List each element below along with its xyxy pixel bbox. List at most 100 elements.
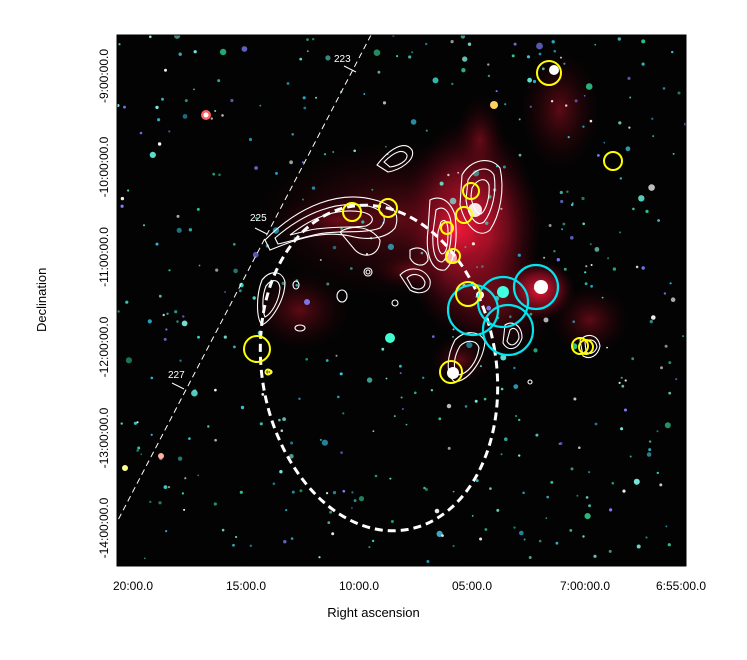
star (563, 267, 567, 271)
star (221, 528, 225, 532)
star (252, 251, 259, 258)
star (120, 196, 125, 201)
star (538, 539, 542, 543)
star (452, 544, 455, 548)
star (621, 384, 625, 388)
star (618, 381, 621, 384)
star (158, 501, 162, 505)
star (422, 376, 425, 379)
yellow-marker (378, 198, 398, 218)
star (487, 63, 490, 66)
star (565, 104, 568, 107)
star (526, 55, 531, 59)
star (585, 265, 588, 268)
star (638, 195, 645, 202)
star (532, 79, 537, 84)
star (606, 346, 608, 349)
star (319, 259, 322, 261)
star (518, 418, 521, 422)
star (285, 509, 288, 512)
star (321, 439, 328, 446)
star (483, 397, 487, 401)
star (484, 528, 488, 531)
star (618, 121, 622, 125)
star (502, 165, 506, 169)
star (527, 77, 532, 83)
star (290, 441, 294, 445)
star (513, 366, 516, 370)
star (335, 354, 338, 357)
star (298, 397, 301, 400)
star (624, 408, 627, 412)
star (351, 507, 353, 509)
star (479, 365, 482, 368)
star (224, 291, 227, 293)
star (318, 556, 321, 559)
x-tick-label: 6:55:00.0 (655, 579, 707, 593)
star (301, 161, 304, 164)
star (342, 489, 346, 493)
star (230, 98, 234, 103)
star (181, 320, 188, 327)
star (576, 494, 579, 497)
star (143, 557, 146, 560)
star (670, 297, 676, 303)
star (358, 496, 365, 502)
star (590, 284, 593, 288)
star (182, 315, 185, 318)
star (446, 403, 452, 409)
star (125, 300, 129, 304)
yellow-marker (455, 206, 473, 224)
x-axis-label: Right ascension (327, 605, 420, 620)
star (664, 344, 668, 348)
star (533, 348, 538, 353)
star (543, 256, 546, 259)
star (664, 422, 671, 429)
star (366, 377, 373, 383)
star (462, 56, 468, 62)
star (585, 496, 589, 499)
star (363, 93, 366, 95)
star (645, 536, 648, 539)
star (500, 387, 504, 391)
star (651, 117, 654, 121)
star (411, 51, 414, 54)
yellow-marker (439, 360, 463, 384)
star (668, 391, 672, 395)
star (232, 543, 235, 547)
yellow-marker (342, 202, 362, 222)
star (181, 492, 185, 495)
star (311, 186, 316, 190)
star (166, 312, 169, 315)
star (149, 35, 152, 39)
star (631, 357, 635, 361)
star (569, 529, 573, 532)
star (420, 251, 424, 255)
star (590, 264, 593, 266)
star (594, 247, 600, 252)
star (607, 257, 610, 260)
star (601, 296, 604, 299)
star (326, 492, 329, 495)
star (374, 474, 378, 478)
star (254, 216, 258, 220)
y-tick-label: -14:00:00.0 (97, 497, 111, 559)
star (178, 52, 182, 56)
star (603, 141, 606, 144)
star (117, 310, 120, 313)
star (627, 76, 631, 80)
star (641, 62, 645, 66)
star (649, 319, 653, 324)
yellow-marker (445, 248, 461, 264)
star (574, 99, 578, 103)
star (584, 513, 591, 520)
star (299, 489, 303, 493)
star (450, 40, 454, 44)
star (184, 477, 187, 480)
star (452, 490, 455, 493)
star (625, 146, 631, 152)
star (656, 430, 659, 433)
star (622, 489, 626, 493)
star (588, 504, 592, 508)
star (682, 335, 684, 337)
